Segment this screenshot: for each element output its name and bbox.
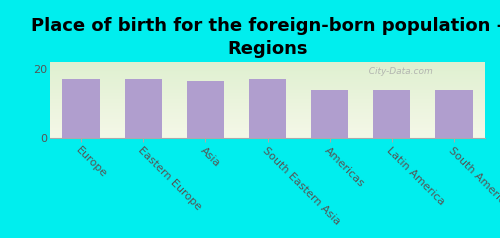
Bar <box>186 81 224 138</box>
Text: City-Data.com: City-Data.com <box>363 66 433 75</box>
Bar <box>311 89 348 138</box>
Bar <box>436 89 472 138</box>
Bar <box>311 89 348 138</box>
Bar <box>436 89 472 138</box>
Bar <box>373 89 410 138</box>
Bar <box>373 89 410 138</box>
Bar <box>62 79 100 138</box>
Bar <box>186 81 224 138</box>
Bar <box>249 79 286 138</box>
Bar <box>249 79 286 138</box>
Bar <box>124 79 162 138</box>
Title: Place of birth for the foreign-born population -
Regions: Place of birth for the foreign-born popu… <box>31 17 500 58</box>
Bar <box>124 79 162 138</box>
Bar <box>62 79 100 138</box>
